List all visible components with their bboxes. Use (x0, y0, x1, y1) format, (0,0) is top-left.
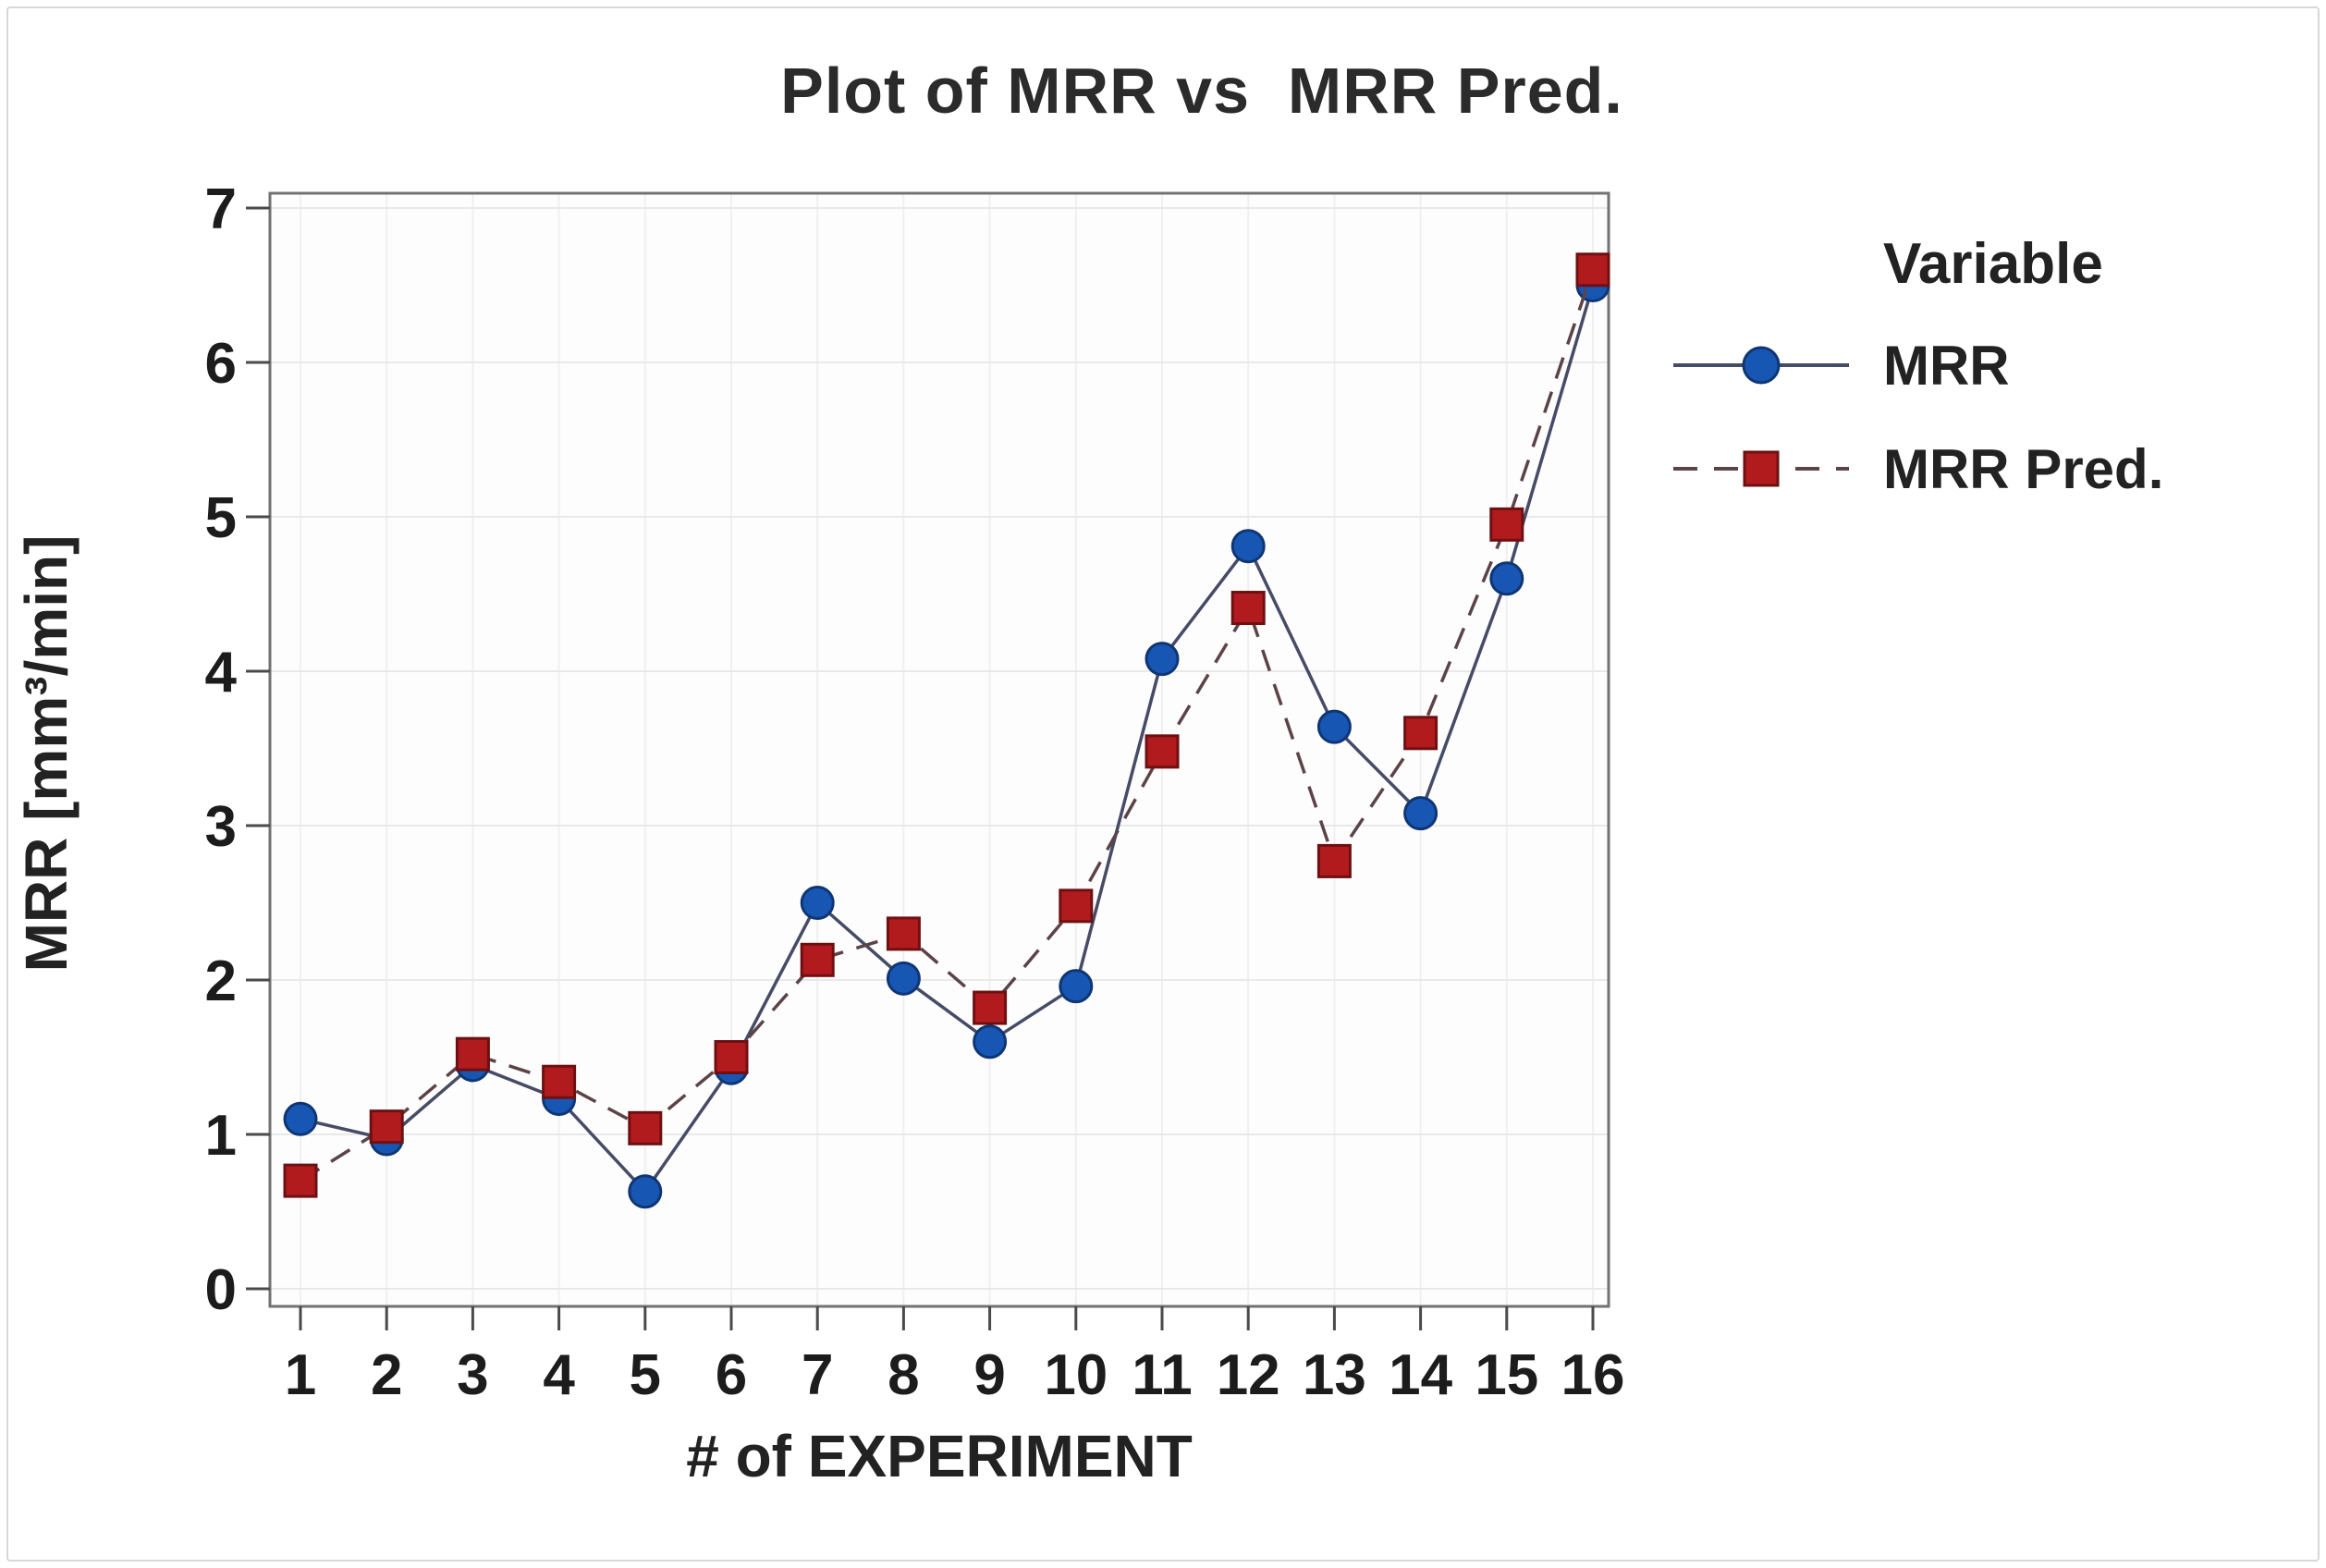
legend: Variable MRR MRR Pred. (1669, 231, 2279, 521)
x-tick-label: 14 (1389, 1343, 1452, 1407)
legend-entry-mrr-pred: MRR Pred. (1669, 417, 2279, 521)
plot-bg (270, 193, 1609, 1306)
mrr-pred-point (628, 1110, 663, 1145)
mrr-point (1316, 709, 1352, 744)
x-tick-label: 8 (888, 1343, 919, 1407)
mrr-pred-point (283, 1163, 318, 1198)
x-tick-label: 5 (630, 1343, 661, 1407)
x-tick-label: 11 (1132, 1343, 1193, 1407)
mrr-point (973, 1024, 1008, 1060)
mrr-point (1489, 561, 1524, 596)
x-tick-label: 6 (716, 1343, 747, 1407)
series-line-mrr (300, 285, 1595, 1194)
y-tick-label: 3 (205, 795, 237, 859)
mrr-point (1230, 529, 1266, 564)
mrr-point (628, 1174, 663, 1209)
x-tick-label: 13 (1303, 1343, 1366, 1407)
legend-marker-square (1743, 450, 1780, 487)
x-tick-label: 10 (1044, 1343, 1108, 1407)
y-tick-label: 7 (205, 178, 237, 241)
y-tick-label: 1 (205, 1104, 237, 1168)
series-line-mrr-pred (300, 269, 1595, 1182)
y-tick-label: 0 (205, 1258, 237, 1322)
mrr-pred-point (800, 942, 835, 977)
y-axis-label: MRR [mm³/min] (13, 534, 80, 973)
mrr-pred-point (886, 916, 921, 951)
chart-title: Plot of MRR vs MRR Pred. (780, 55, 1623, 127)
x-tick-label: 12 (1217, 1343, 1280, 1407)
y-tick-label: 2 (205, 949, 237, 1013)
x-tick-label: 4 (543, 1343, 575, 1407)
y-tick-label: 5 (205, 486, 237, 550)
y-tick-label: 4 (205, 641, 238, 704)
legend-label: MRR Pred. (1883, 437, 2164, 500)
mrr-point (886, 961, 921, 996)
y-tick-label: 6 (205, 332, 237, 396)
x-tick-label: 3 (457, 1343, 488, 1407)
mrr-point (1145, 642, 1180, 677)
mrr-pred-point (1575, 252, 1610, 288)
legend-entry-mrr: MRR (1669, 313, 2279, 417)
legend-label: MRR (1883, 334, 2010, 397)
x-tick-label: 16 (1561, 1343, 1625, 1407)
mrr-pred-point (455, 1036, 490, 1072)
mrr-pred-point (1230, 591, 1266, 626)
legend-header: Variable (1883, 232, 2103, 296)
mrr-pred-point (714, 1040, 749, 1074)
mrr-point (283, 1101, 318, 1136)
mrr-pred-point (1316, 843, 1352, 878)
mrr-pred-point (1145, 734, 1180, 769)
legend-sample-mrr (1673, 346, 1849, 385)
x-tick-label: 7 (802, 1343, 833, 1407)
mrr-pred-point (973, 990, 1008, 1025)
legend-marker-circle (1742, 346, 1781, 385)
mrr-point (1059, 969, 1094, 1004)
x-tick-label: 9 (973, 1343, 1005, 1407)
mrr-pred-point (1489, 507, 1524, 542)
x-tick-label: 2 (371, 1343, 402, 1407)
mrr-point (1403, 796, 1438, 831)
mrr-pred-point (1059, 888, 1094, 924)
x-axis-label: # of EXPERIMENT (686, 1423, 1193, 1489)
plot-frame (268, 191, 1610, 1308)
legend-sample-mrr-pred (1673, 450, 1849, 487)
mrr-pred-point (369, 1109, 404, 1145)
mrr-pred-point (1403, 716, 1438, 751)
x-tick-label: 1 (285, 1343, 316, 1407)
mrr-pred-point (542, 1064, 577, 1099)
x-tick-label: 15 (1475, 1343, 1538, 1407)
mrr-point (800, 886, 835, 920)
